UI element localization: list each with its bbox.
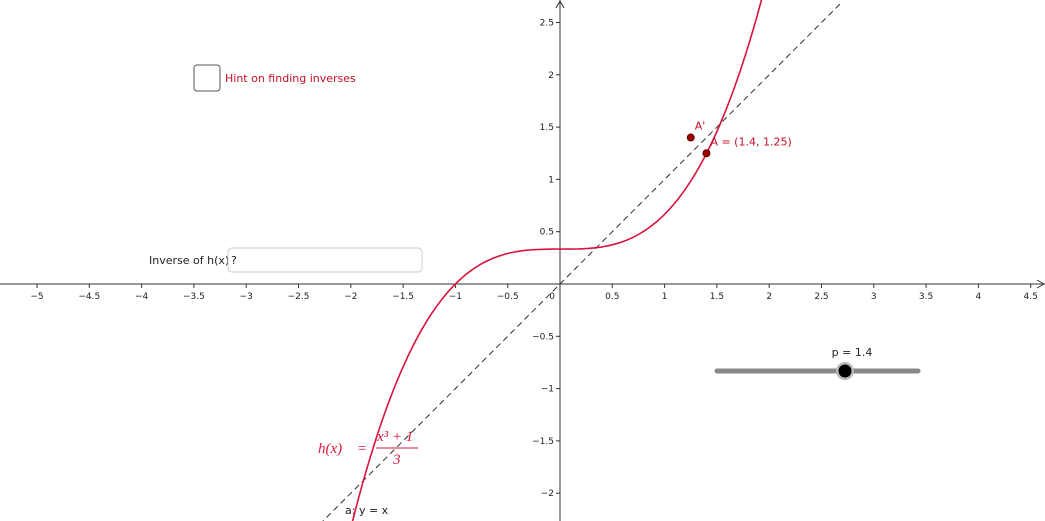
x-tick-label: −1.5 [392,292,414,302]
x-tick-label: −5 [30,292,43,302]
origin-label: 0 [549,292,555,302]
y-tick-label: −1.5 [532,437,554,447]
formula-numerator: x³ + 1 [376,429,413,445]
x-tick-label: −0.5 [497,292,519,302]
checkbox-label: Hint on finding inverses [225,72,356,85]
x-tick-label: −3 [240,292,253,302]
y-tick-label: −0.5 [532,332,554,342]
x-tick-label: −2 [344,292,357,302]
y-tick-label: 1 [548,175,554,185]
y-tick-label: 2 [548,71,554,81]
x-tick-label: 2 [766,292,772,302]
line-y-equals-x [322,1,843,521]
input-label: Inverse of h(x) [149,254,229,267]
x-tick-label: 1 [662,292,668,302]
x-arrow [1036,279,1045,289]
y-tick-label: −2 [541,489,554,499]
x-tick-label: −1 [449,292,462,302]
y-tick-label: 0.5 [540,228,554,238]
x-tick-label: 0.5 [605,292,619,302]
x-tick-label: −4 [135,292,149,302]
point [686,133,695,142]
point [702,149,711,158]
slider-knob[interactable] [838,364,852,378]
x-tick-label: −2.5 [288,292,310,302]
function-curve [351,0,763,521]
line-label: a: y = x [345,504,389,517]
slider-label: p = 1.4 [832,346,873,359]
x-tick-label: 4 [976,292,982,302]
point-label: A = (1.4, 1.25) [710,135,791,148]
input-value: ? [231,254,237,267]
y-arrow [555,0,565,9]
x-tick-label: 4.5 [1024,292,1038,302]
input-box[interactable] [227,247,423,273]
formula-denominator: 3 [392,452,401,468]
y-tick-label: 1.5 [540,123,554,133]
checkbox[interactable] [193,64,221,92]
y-tick-label: −1 [541,385,554,395]
formula-lhs: h(x) [318,441,342,457]
x-tick-label: 2.5 [814,292,828,302]
x-tick-label: 3.5 [919,292,933,302]
x-tick-label: −3.5 [183,292,205,302]
y-tick-label: 2.5 [540,19,554,29]
point-label: A' [695,120,706,133]
x-tick-label: −4.5 [78,292,100,302]
x-tick-label: 1.5 [710,292,724,302]
x-tick-label: 3 [871,292,877,302]
formula-eq: = [357,441,367,457]
